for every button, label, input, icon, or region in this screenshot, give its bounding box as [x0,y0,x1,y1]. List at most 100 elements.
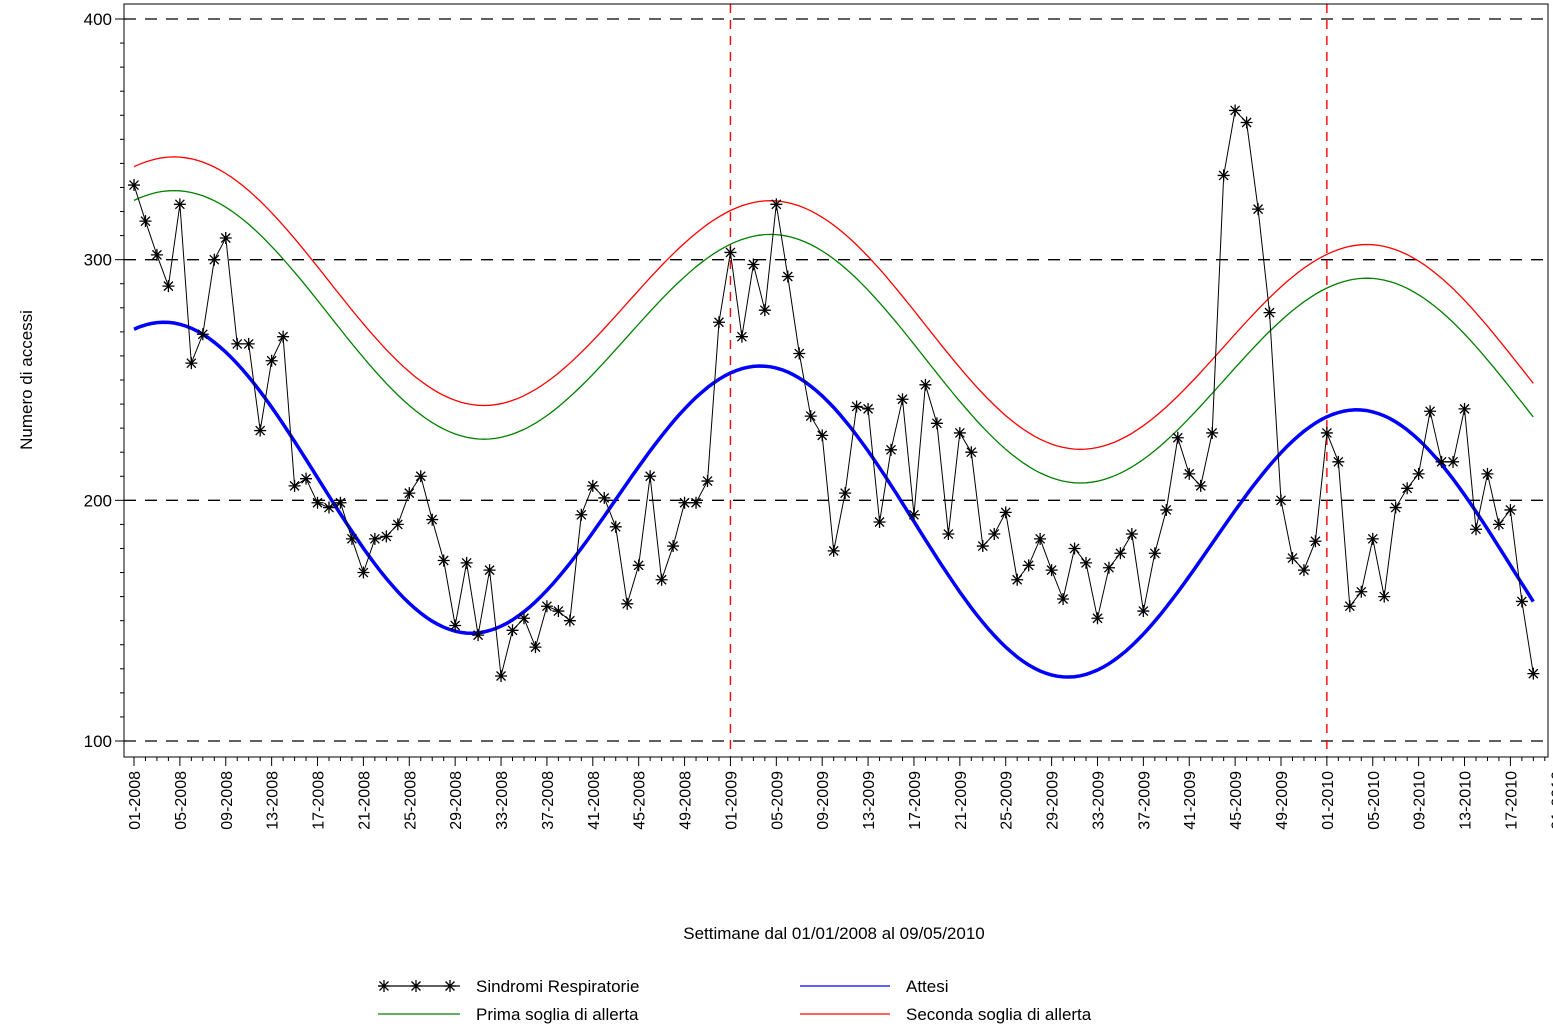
x-tick-label: 49-2008 [678,771,695,830]
data-point [712,316,725,329]
data-point [380,530,393,543]
data-point [322,501,335,514]
data-point [403,487,416,500]
data-point [1469,523,1482,536]
y-tick-label: 100 [84,732,112,751]
plot-frame [123,3,1549,758]
data-point [885,443,898,456]
data-point [139,215,152,228]
grid-lines [124,18,1548,742]
data-point [632,559,645,572]
x-tick-label: 29-2009 [1045,771,1062,830]
data-point [1263,306,1276,319]
data-point [334,496,347,509]
series-line-prima-soglia-di-allerta [133,189,1534,484]
data-point [552,605,565,618]
data-point [426,513,439,526]
x-tick-label: 17-2008 [311,771,328,830]
data-point [644,470,657,483]
data-point [1091,612,1104,625]
data-point [483,564,496,577]
x-tick-label: 37-2009 [1136,771,1153,830]
x-tick-label: 05-2010 [1366,771,1383,830]
data-point [770,198,783,211]
data-point [793,347,806,360]
data-point [265,354,278,367]
data-point [1412,467,1425,480]
data-point [1068,542,1081,555]
y-tick-label: 300 [84,251,112,270]
data-point [1378,590,1391,603]
x-tick-label: 25-2009 [999,771,1016,830]
data-point [208,253,221,266]
axes: 100 200 300 400 01-2008 05-2008 09-2008 13-2008… [84,3,1553,830]
data-point [907,508,920,521]
x-tick-label: 21-2009 [953,771,970,830]
data-point [827,544,840,557]
legend-marker [410,980,422,992]
data-point [231,337,244,350]
data-point [1011,573,1024,586]
data-point [1435,455,1448,468]
x-tick-label: 05-2008 [173,771,190,830]
reference-lines [729,4,1328,757]
data-point [839,487,852,500]
data-point [781,270,794,283]
x-tick-label: 13-2009 [861,771,878,830]
data-point [1401,482,1414,495]
data-point [185,357,198,370]
data-point [300,472,313,485]
x-tick-label: 33-2009 [1090,771,1107,830]
data-point [1297,564,1310,577]
data-point [1160,503,1173,516]
legend-label: Prima soglia di allerta [476,1005,639,1024]
data-point [1137,605,1150,618]
data-point [747,258,760,271]
data-point [219,232,232,245]
data-point [1102,561,1115,574]
data-point [1366,532,1379,545]
data-point [311,496,324,509]
data-point [357,566,370,579]
data-point [976,540,989,553]
data-point [1286,552,1299,565]
x-tick-label: 05-2009 [769,771,786,830]
x-tick-label: 49-2009 [1274,771,1291,830]
data-point [678,496,691,509]
data-point [472,629,485,642]
legend-label: Sindromi Respiratorie [476,977,639,996]
data-point [896,393,909,406]
data-point [1057,593,1070,606]
data-point [735,330,748,343]
data-point [988,528,1001,541]
data-point [942,528,955,541]
legend-label: Seconda soglia di allerta [906,1005,1092,1024]
data-point [1527,667,1540,680]
data-point [1504,503,1517,516]
x-tick-label: 37-2008 [540,771,557,830]
data-point [1045,564,1058,577]
x-tick-label: 17-2009 [907,771,924,830]
data-point [586,479,599,492]
x-tick-label: 01-2009 [723,771,740,830]
x-tick-label: 09-2008 [219,771,236,830]
data-point [1148,547,1161,560]
data-point [1492,518,1505,531]
data-point [690,496,703,509]
data-point [1240,116,1253,129]
x-tick-label: 21-2008 [356,771,373,830]
data-point [1343,600,1356,613]
data-point [919,378,932,391]
data-point [368,532,381,545]
x-tick-label: 41-2009 [1182,771,1199,830]
data-point [816,429,829,442]
x-tick-label: 13-2008 [265,771,282,830]
legend-marker [378,980,390,992]
x-tick-label: 41-2008 [586,771,603,830]
x-axis-label: Settimane dal 01/01/2008 al 09/05/2010 [683,924,985,943]
data-point [540,600,553,613]
data-point [930,417,943,430]
legend-label: Attesi [906,977,949,996]
data-point [517,612,530,625]
